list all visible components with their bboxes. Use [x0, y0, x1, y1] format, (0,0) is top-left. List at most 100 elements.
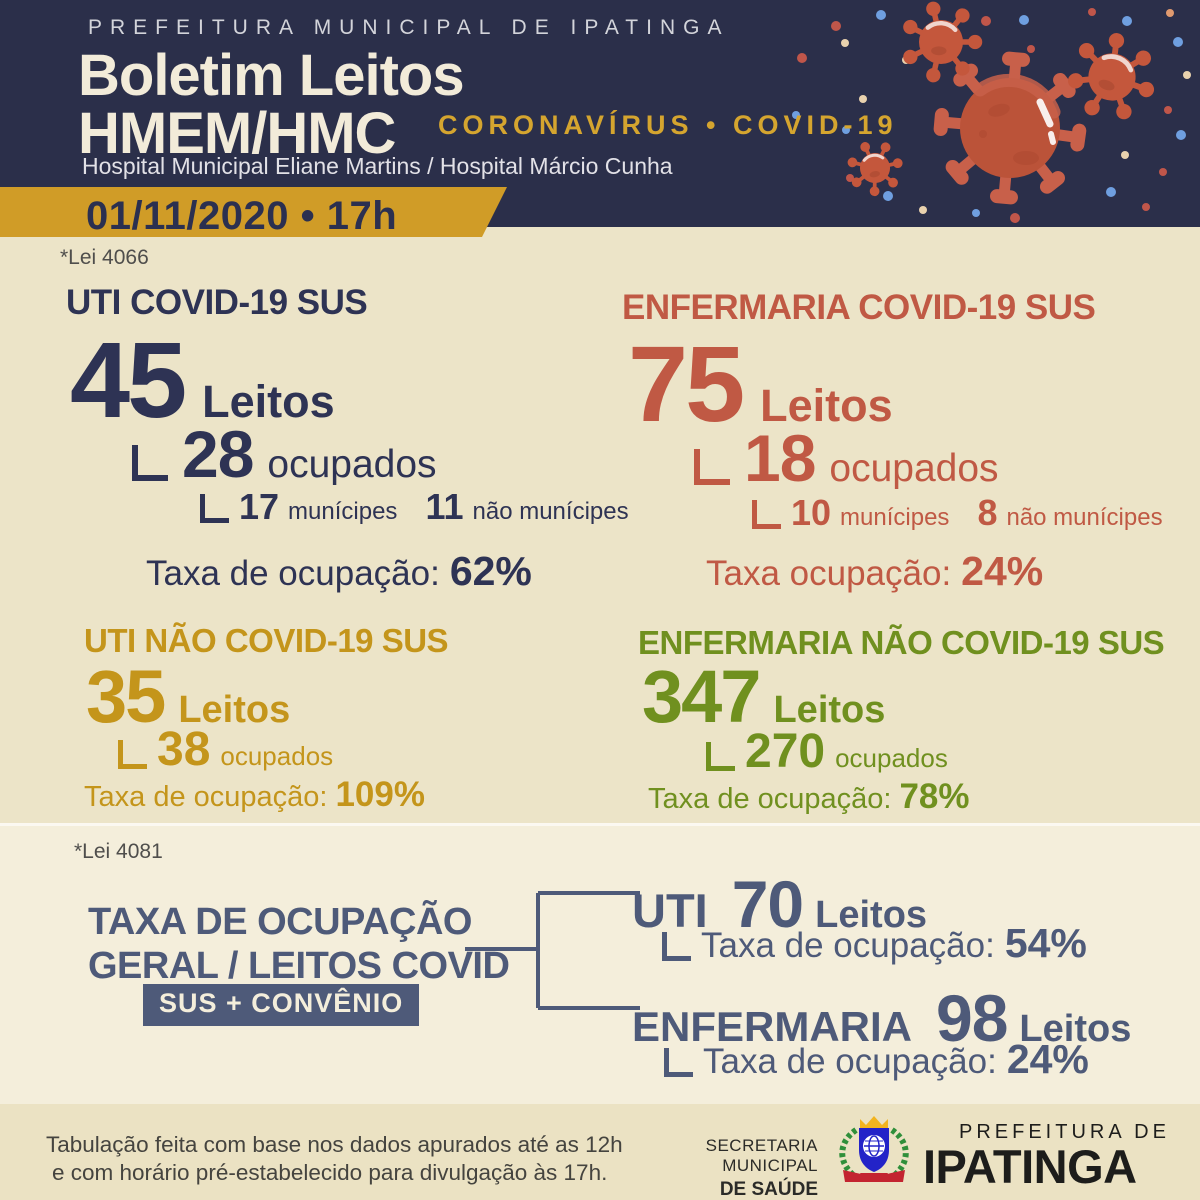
- enfermaria-nao-covid-title: ENFERMARIA NÃO COVID-19 SUS: [638, 624, 1165, 661]
- uti-nao-covid-title: UTI NÃO COVID-19 SUS: [84, 622, 449, 659]
- uti-covid-occupied-label: ocupados: [267, 443, 437, 486]
- enfermaria-nao-covid-occupied-value: 270: [745, 725, 826, 778]
- enfermaria-covid-title: ENFERMARIA COVID-19 SUS: [622, 288, 1096, 327]
- enfermaria-covid-nonresidents-label: não munícipes: [1006, 504, 1163, 531]
- enfermaria-covid-beds-row: 75 Leitos: [628, 330, 893, 438]
- prefeitura-line1: PREFEITURA DE: [959, 1121, 1170, 1143]
- uti-covid-nonresidents-label: não munícipes: [472, 498, 629, 525]
- sus-convenio-badge: SUS + CONVÊNIO: [143, 984, 420, 1026]
- small-virus-icon: [843, 134, 909, 201]
- general-enfermaria-label: ENFERMARIA: [632, 1003, 912, 1050]
- enfermaria-covid-rate-label: Taxa ocupação:: [706, 554, 952, 593]
- secretaria-line1: SECRETARIA MUNICIPAL: [705, 1136, 818, 1175]
- uti-covid-occupied-value: 28: [182, 417, 254, 491]
- general-uti-rate-label: Taxa de ocupação:: [701, 926, 995, 965]
- general-uti-label: UTI: [632, 884, 708, 937]
- general-enfermaria-rate-row: Taxa de ocupação: 24%: [664, 1036, 1089, 1083]
- hospitals-subtitle: Hospital Municipal Eliane Martins / Hosp…: [82, 153, 673, 179]
- general-uti-row: UTI 70 Leitos: [632, 866, 927, 942]
- footer-note-line1: Tabulação feita com base nos dados apura…: [46, 1132, 623, 1157]
- uti-nao-covid-occupied-value: 38: [157, 723, 211, 776]
- enfermaria-nao-covid-occupied-row: 270 ocupados: [706, 724, 948, 779]
- enfermaria-covid-occupied-label: ocupados: [829, 447, 999, 490]
- prefeitura-line2: IPATINGA: [923, 1140, 1137, 1193]
- general-enfermaria-beds-value: 98: [936, 981, 1008, 1055]
- uti-covid-residents-label: munícipes: [288, 498, 398, 525]
- enfermaria-nao-covid-rate-value: 78%: [899, 777, 970, 816]
- elbow-connector-icon: [118, 740, 147, 769]
- general-enfermaria-row: ENFERMARIA 98 Leitos: [632, 980, 1131, 1056]
- big-virus-icon: [933, 51, 1087, 205]
- general-section-band: [0, 823, 1200, 1107]
- uti-covid-beds-value: 45: [70, 319, 187, 440]
- elbow-connector-icon: [662, 932, 691, 961]
- ipatinga-coat-of-arms-icon: [839, 1116, 909, 1182]
- secretaria-saude-label: SECRETARIA MUNICIPAL DE SAÚDE: [610, 1136, 818, 1200]
- small-virus-icon: [1061, 25, 1165, 130]
- uti-nao-covid-rate-row: Taxa de ocupação: 109%: [84, 775, 425, 815]
- general-uti-rate-row: Taxa de ocupação: 54%: [662, 920, 1087, 967]
- uti-nao-covid-beds-label: Leitos: [178, 689, 291, 731]
- footer-band: [0, 1104, 1200, 1200]
- elbow-connector-icon: [694, 449, 730, 485]
- uti-nao-covid-beds-row: 35 Leitos: [86, 660, 290, 734]
- date-banner-text: 01/11/2020 • 17h: [86, 194, 398, 238]
- enfermaria-nao-covid-rate-row: Taxa de ocupação: 78%: [648, 777, 970, 817]
- enfermaria-covid-occupied-value: 18: [744, 421, 816, 495]
- elbow-connector-icon: [706, 742, 735, 771]
- uti-nao-covid-beds-value: 35: [86, 655, 166, 738]
- enfermaria-covid-occupied-row: 18 ocupados: [694, 420, 999, 496]
- uti-covid-rate-row: Taxa de ocupação: 62%: [146, 548, 532, 595]
- uti-nao-covid-occupied-label: ocupados: [220, 741, 334, 771]
- enfermaria-covid-rate-value: 24%: [961, 548, 1044, 594]
- uti-covid-beds-label: Leitos: [202, 376, 335, 427]
- header-eyebrow: PREFEITURA MUNICIPAL DE IPATINGA: [88, 16, 730, 39]
- enfermaria-nao-covid-beds-label: Leitos: [773, 689, 886, 731]
- uti-covid-occupied-row: 28 ocupados: [132, 416, 437, 492]
- enfermaria-nao-covid-beds-row: 347 Leitos: [642, 660, 885, 734]
- general-uti-beds-label: Leitos: [815, 894, 928, 936]
- enfermaria-covid-rate-row: Taxa ocupação: 24%: [706, 548, 1043, 595]
- uti-covid-residents-value: 17: [239, 486, 280, 527]
- uti-nao-covid-rate-label: Taxa de ocupação:: [84, 781, 328, 813]
- uti-covid-residents-row: 17 munícipes 11 não munícipes: [200, 486, 629, 528]
- bulletin-title-line2: HMEM/HMC: [78, 101, 396, 166]
- enfermaria-nao-covid-rate-label: Taxa de ocupação:: [648, 783, 892, 815]
- coronavirus-illustration: [792, 0, 1191, 223]
- elbow-connector-icon: [200, 494, 229, 523]
- small-virus-icon: [904, 3, 979, 80]
- general-enfermaria-rate-value: 24%: [1006, 1036, 1089, 1082]
- uti-covid-nonresidents-value: 11: [425, 486, 464, 527]
- enfermaria-covid-residents-row: 10 munícipes 8 não munícipes: [752, 492, 1163, 534]
- elbow-connector-icon: [752, 500, 781, 529]
- law-note-4081: *Lei 4081: [74, 840, 163, 863]
- uti-covid-rate-label: Taxa de ocupação:: [146, 554, 440, 593]
- law-note-4066: *Lei 4066: [60, 246, 149, 269]
- uti-covid-rate-value: 62%: [449, 548, 532, 594]
- bulletin-title-line1: Boletim Leitos: [78, 43, 465, 108]
- general-enfermaria-beds-label: Leitos: [1019, 1008, 1132, 1050]
- uti-nao-covid-occupied-row: 38 ocupados: [118, 722, 333, 777]
- elbow-connector-icon: [132, 445, 168, 481]
- enfermaria-covid-beds-value: 75: [628, 323, 745, 444]
- coronavirus-tagline: CORONAVÍRUS • COVID-19: [438, 110, 898, 140]
- enfermaria-covid-beds-label: Leitos: [760, 380, 893, 431]
- uti-nao-covid-rate-value: 109%: [335, 775, 425, 814]
- secretaria-line2: DE SAÚDE: [719, 1179, 818, 1200]
- general-uti-beds-value: 70: [731, 867, 804, 941]
- uti-covid-beds-row: 45 Leitos: [70, 326, 335, 434]
- general-title-line1: TAXA DE OCUPAÇÃO: [88, 901, 472, 943]
- elbow-connector-icon: [664, 1048, 693, 1077]
- enfermaria-covid-residents-label: munícipes: [840, 504, 950, 531]
- general-title: TAXA DE OCUPAÇÃO GERAL / LEITOS COVID: [88, 900, 510, 988]
- bracket-connector: [465, 891, 640, 1010]
- enfermaria-nao-covid-beds-value: 347: [642, 655, 761, 738]
- general-title-line2: GERAL / LEITOS COVID: [88, 945, 510, 987]
- enfermaria-covid-residents-value: 10: [791, 492, 832, 533]
- general-enfermaria-rate-label: Taxa de ocupação:: [703, 1042, 997, 1081]
- footer-note-line2: e com horário pré-estabelecido para divu…: [52, 1160, 608, 1185]
- date-banner: [0, 187, 507, 237]
- uti-covid-title: UTI COVID-19 SUS: [66, 283, 368, 322]
- prefeitura-ipatinga-logo: PREFEITURA DE IPATINGA: [923, 1121, 1170, 1190]
